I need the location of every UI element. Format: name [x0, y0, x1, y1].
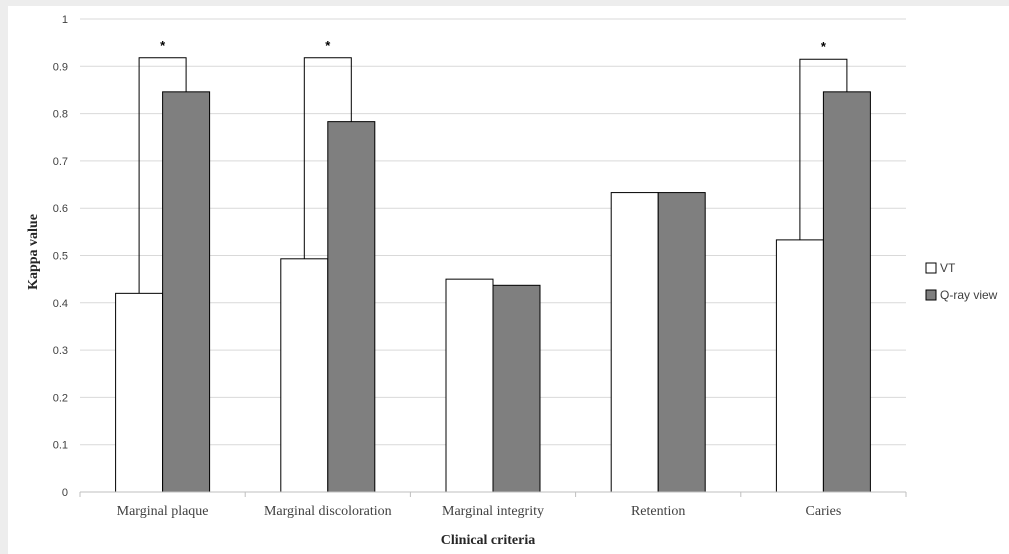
legend-swatch-q-ray-view [925, 289, 937, 301]
bar-chart: 0 0.1 0.2 0.3 0.4 0.5 0.6 0.7 0.8 0.9 1 * * * Margin… [26, 14, 998, 548]
legend-label-vt: VT [940, 261, 956, 275]
category-label-marginal-discoloration: Marginal discoloration [264, 504, 392, 519]
significance-marker-caries: * [821, 39, 827, 54]
bars [115, 91, 871, 493]
bar-vt-marginal-integrity [445, 278, 494, 493]
significance-bracket-marginal-discoloration [303, 57, 352, 259]
legend: VT Q-ray view [925, 261, 998, 302]
category-label-marginal-plaque: Marginal plaque [117, 504, 209, 519]
y-tick-label: 0.4 [53, 298, 68, 310]
y-axis-title: Kappa value [26, 214, 41, 290]
y-axis-ticks: 0 0.1 0.2 0.3 0.4 0.5 0.6 0.7 0.8 0.9 1 [53, 14, 68, 499]
y-tick-label: 0.7 [53, 156, 68, 168]
y-tick-label: 0.1 [53, 440, 68, 452]
category-label-retention: Retention [631, 504, 685, 519]
bar-vt-retention [610, 192, 659, 493]
y-tick-label: 0.6 [53, 203, 68, 215]
y-tick-label: 0.9 [53, 61, 68, 73]
legend-item-vt: VT [925, 261, 956, 275]
significance-bracket-marginal-plaque [138, 57, 187, 294]
chart-frame: 0 0.1 0.2 0.3 0.4 0.5 0.6 0.7 0.8 0.9 1 * * * Margin… [8, 6, 1009, 554]
y-tick-label: 1 [62, 14, 68, 26]
significance-marker-marginal-plaque: * [160, 38, 166, 53]
y-tick-label: 0.3 [53, 345, 68, 357]
y-tick-label: 0.5 [53, 251, 68, 263]
gridlines [80, 18, 906, 446]
bar-q-ray-view-retention [657, 192, 706, 493]
category-label-marginal-integrity: Marginal integrity [442, 504, 544, 519]
significance-brackets: * * * [138, 38, 848, 294]
legend-swatch-vt [925, 262, 937, 274]
significance-marker-marginal-discoloration: * [325, 38, 331, 53]
bar-vt-marginal-plaque [115, 292, 164, 493]
bar-q-ray-view-marginal-integrity [492, 284, 541, 493]
y-tick-label: 0.8 [53, 109, 68, 121]
y-tick-label: 0 [62, 487, 68, 499]
category-labels: Marginal plaque Marginal discoloration Mar… [117, 504, 842, 519]
bar-q-ray-view-marginal-plaque [162, 91, 211, 493]
bar-vt-marginal-discoloration [280, 258, 329, 493]
legend-label-q-ray-view: Q-ray view [940, 288, 998, 302]
bar-q-ray-view-marginal-discoloration [327, 121, 376, 493]
x-axis [79, 491, 907, 497]
bar-vt-caries [775, 239, 824, 493]
category-label-caries: Caries [806, 504, 842, 519]
y-tick-label: 0.2 [53, 392, 68, 404]
legend-item-q-ray-view: Q-ray view [925, 288, 998, 302]
x-axis-title: Clinical criteria [441, 533, 535, 548]
bar-q-ray-view-caries [822, 91, 871, 493]
significance-bracket-caries [799, 58, 848, 240]
